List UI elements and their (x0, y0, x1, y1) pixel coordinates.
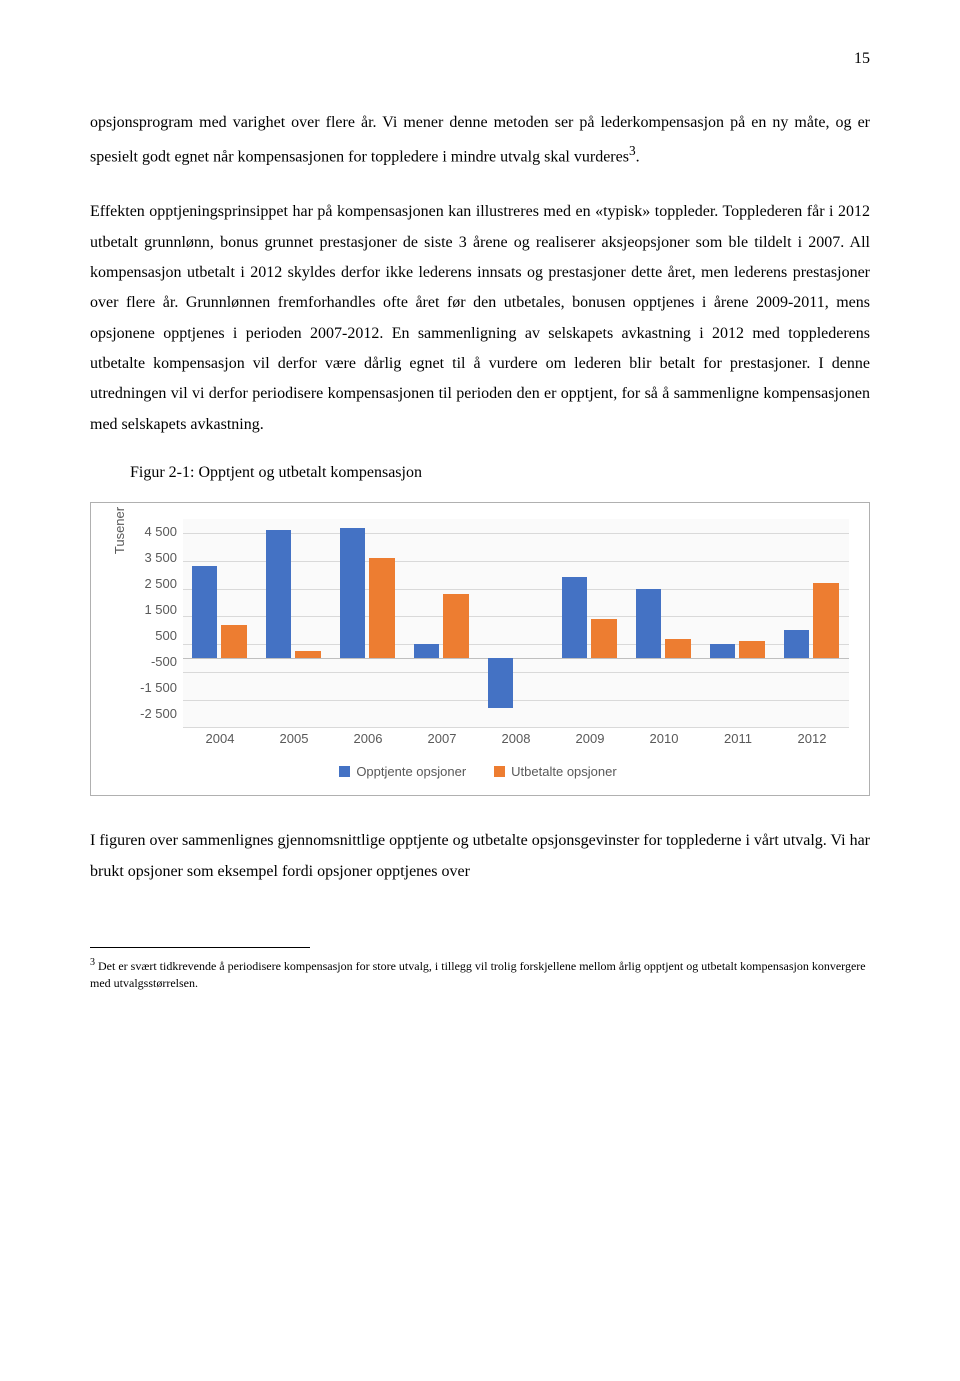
footnote-ref: 3 (629, 143, 636, 158)
bar-group (183, 519, 257, 727)
bar (710, 644, 735, 658)
x-tick: 2004 (183, 731, 257, 746)
plot-area (183, 519, 849, 727)
bar (369, 558, 394, 658)
bar (295, 651, 320, 658)
paragraph-1-text: opsjonsprogram med varighet over flere å… (90, 114, 870, 166)
legend-swatch (494, 766, 505, 777)
y-tick: 2 500 (133, 571, 177, 597)
bar (784, 630, 809, 658)
x-tick: 2010 (627, 731, 701, 746)
bar (739, 641, 764, 658)
y-tick: -1 500 (133, 675, 177, 701)
legend-swatch (339, 766, 350, 777)
bar-group (701, 519, 775, 727)
bar-group (405, 519, 479, 727)
legend-label: Utbetalte opsjoner (511, 764, 617, 779)
legend: Opptjente opsjoner Utbetalte opsjoner (107, 764, 849, 779)
y-axis-label-wrap: Tusener (107, 519, 133, 746)
plot-wrap: 200420052006200720082009201020112012 (183, 519, 849, 746)
bar (813, 583, 838, 658)
bar-group (257, 519, 331, 727)
paragraph-1-tail: . (636, 149, 640, 166)
bars-row (183, 519, 849, 727)
y-tick: -2 500 (133, 701, 177, 727)
paragraph-2: Effekten opptjeningsprinsippet har på ko… (90, 197, 870, 440)
bar (192, 566, 217, 658)
x-tick: 2011 (701, 731, 775, 746)
bar (443, 594, 468, 658)
bar (562, 577, 587, 657)
bar (266, 530, 291, 658)
x-tick: 2005 (257, 731, 331, 746)
x-tick: 2008 (479, 731, 553, 746)
legend-label: Opptjente opsjoner (356, 764, 466, 779)
bar (665, 639, 690, 658)
y-tick: 3 500 (133, 545, 177, 571)
gridline (183, 727, 849, 728)
footnote-text: Det er svært tidkrevende å periodisere k… (90, 959, 866, 990)
bar (488, 658, 513, 708)
y-tick: -500 (133, 649, 177, 675)
y-axis-label: Tusener (113, 507, 128, 554)
y-tick: 500 (133, 623, 177, 649)
bar (340, 528, 365, 658)
x-tick: 2012 (775, 731, 849, 746)
y-tick: 1 500 (133, 597, 177, 623)
bar-group (331, 519, 405, 727)
page-number: 15 (90, 50, 870, 68)
bar-group (627, 519, 701, 727)
bar (221, 625, 246, 658)
footnote: 3 Det er svært tidkrevende å periodisere… (90, 956, 870, 992)
x-tick: 2009 (553, 731, 627, 746)
x-axis-labels: 200420052006200720082009201020112012 (183, 731, 849, 746)
legend-item: Opptjente opsjoner (339, 764, 466, 779)
y-axis-ticks: 4 5003 5002 5001 500500-500-1 500-2 500 (133, 519, 183, 746)
bar-group (775, 519, 849, 727)
chart-container: Tusener 4 5003 5002 5001 500500-500-1 50… (90, 502, 870, 796)
x-tick: 2006 (331, 731, 405, 746)
paragraph-3: I figuren over sammenlignes gjennomsnitt… (90, 826, 870, 887)
x-tick: 2007 (405, 731, 479, 746)
bar (636, 589, 661, 658)
bar (414, 644, 439, 658)
paragraph-1: opsjonsprogram med varighet over flere å… (90, 108, 870, 173)
chart-area: Tusener 4 5003 5002 5001 500500-500-1 50… (107, 519, 849, 746)
legend-item: Utbetalte opsjoner (494, 764, 617, 779)
bar-group (479, 519, 553, 727)
bar (591, 619, 616, 658)
y-tick: 4 500 (133, 519, 177, 545)
bar-group (553, 519, 627, 727)
footnote-separator (90, 947, 310, 948)
figure-title: Figur 2-1: Opptjent og utbetalt kompensa… (130, 464, 870, 482)
